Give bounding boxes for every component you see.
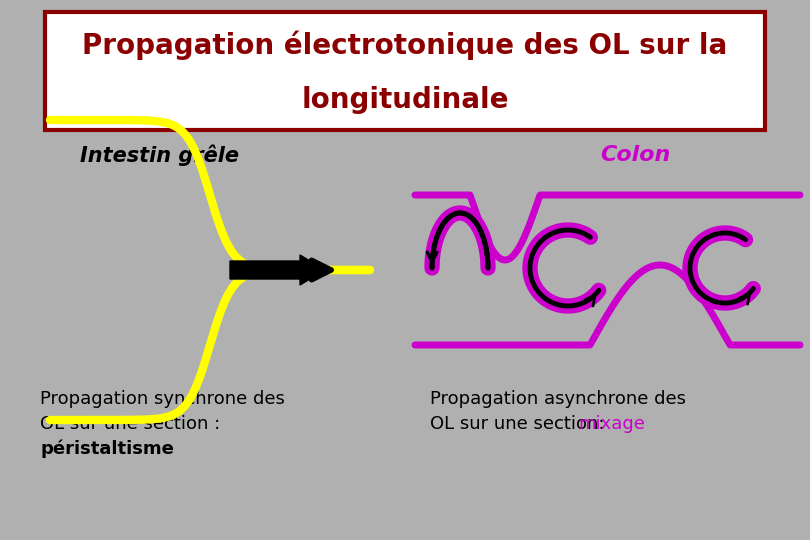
Text: péristaltisme: péristaltisme — [40, 440, 174, 458]
Text: mixage: mixage — [578, 415, 645, 433]
FancyArrow shape — [230, 255, 325, 285]
Text: Propagation électrotonique des OL sur la: Propagation électrotonique des OL sur la — [83, 30, 727, 60]
Text: OL sur une section :: OL sur une section : — [40, 415, 220, 433]
FancyBboxPatch shape — [45, 12, 765, 130]
Text: Intestin grêle: Intestin grêle — [80, 144, 239, 166]
Text: OL sur une section:: OL sur une section: — [430, 415, 610, 433]
Text: Propagation asynchrone des: Propagation asynchrone des — [430, 390, 686, 408]
Text: Propagation synchrone des: Propagation synchrone des — [40, 390, 285, 408]
Text: Colon: Colon — [600, 145, 670, 165]
Text: longitudinale: longitudinale — [301, 86, 509, 114]
